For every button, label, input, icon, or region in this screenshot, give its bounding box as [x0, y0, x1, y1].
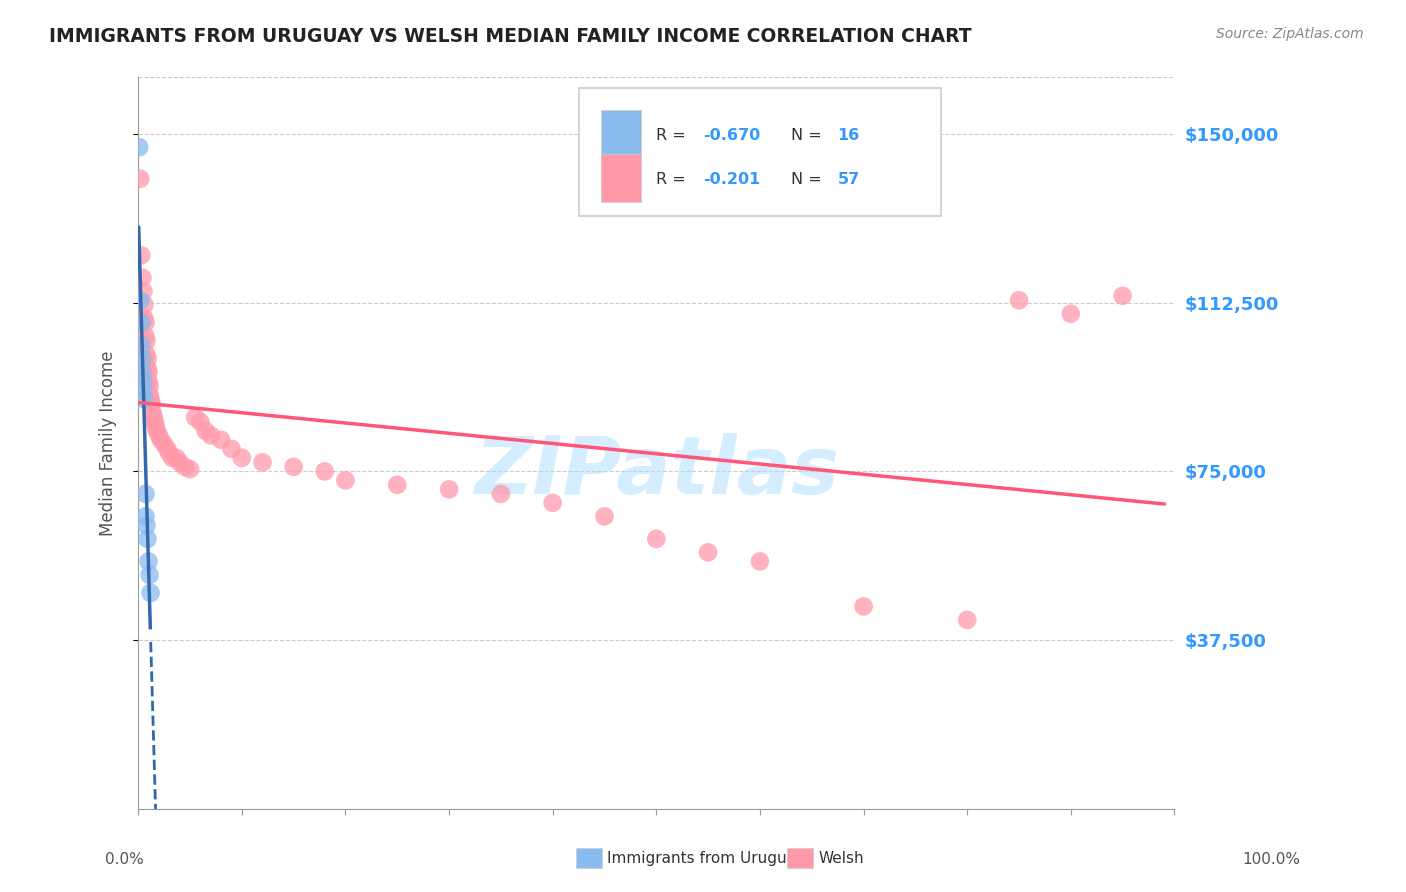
Text: R =: R = [657, 128, 692, 144]
Text: 100.0%: 100.0% [1243, 852, 1301, 867]
Point [129, 293, 152, 308]
Point [541, 496, 564, 510]
Point [146, 424, 169, 438]
Point [169, 455, 191, 469]
Text: Immigrants from Uruguay: Immigrants from Uruguay [607, 851, 806, 865]
Point [179, 462, 201, 476]
Point [157, 446, 180, 460]
Text: R =: R = [657, 172, 692, 187]
Point [138, 388, 160, 402]
Point [852, 599, 875, 614]
Point [150, 433, 173, 447]
Point [141, 397, 163, 411]
Text: -0.670: -0.670 [703, 128, 761, 144]
Text: -0.201: -0.201 [703, 172, 761, 187]
Y-axis label: Median Family Income: Median Family Income [100, 351, 117, 536]
Point [231, 450, 253, 465]
Point [335, 474, 357, 488]
Point [134, 509, 156, 524]
Point [142, 410, 165, 425]
Point [143, 415, 166, 429]
Text: N =: N = [792, 172, 827, 187]
Point [194, 424, 217, 438]
Text: 0.0%: 0.0% [105, 852, 145, 867]
Point [387, 478, 409, 492]
FancyBboxPatch shape [579, 88, 941, 217]
Point [184, 410, 207, 425]
Point [138, 554, 160, 568]
Point [132, 285, 155, 299]
Point [138, 365, 160, 379]
Point [1008, 293, 1031, 308]
Point [135, 518, 157, 533]
Point [128, 140, 150, 154]
Point [138, 568, 160, 582]
Point [190, 415, 212, 429]
Point [221, 442, 243, 456]
Text: 57: 57 [838, 172, 860, 187]
Point [173, 459, 195, 474]
Point [134, 311, 156, 326]
Point [748, 554, 770, 568]
Point [593, 509, 616, 524]
Point [1111, 289, 1133, 303]
Point [136, 351, 159, 366]
Point [138, 374, 160, 388]
Point [162, 450, 184, 465]
Point [131, 270, 153, 285]
Point [129, 338, 152, 352]
Point [156, 442, 179, 456]
Point [145, 419, 167, 434]
Point [437, 483, 460, 497]
Bar [602, 111, 641, 158]
Point [134, 316, 156, 330]
Point [139, 392, 162, 407]
Point [283, 459, 305, 474]
Point [139, 586, 162, 600]
Point [153, 437, 176, 451]
Point [209, 433, 232, 447]
Point [134, 298, 156, 312]
Point [645, 532, 668, 546]
Point [148, 428, 170, 442]
Text: Source: ZipAtlas.com: Source: ZipAtlas.com [1216, 27, 1364, 41]
Point [1060, 307, 1083, 321]
Point [129, 171, 152, 186]
Point [489, 487, 512, 501]
Point [131, 365, 153, 379]
Point [166, 450, 188, 465]
Bar [602, 154, 641, 202]
Point [132, 384, 155, 398]
Point [200, 428, 222, 442]
Point [956, 613, 979, 627]
Text: IMMIGRANTS FROM URUGUAY VS WELSH MEDIAN FAMILY INCOME CORRELATION CHART: IMMIGRANTS FROM URUGUAY VS WELSH MEDIAN … [49, 27, 972, 45]
Point [134, 392, 156, 407]
Point [134, 487, 156, 501]
Point [131, 351, 153, 366]
Text: 16: 16 [838, 128, 860, 144]
Text: ZIPatlas: ZIPatlas [474, 434, 839, 511]
Point [136, 532, 159, 546]
Text: Welsh: Welsh [818, 851, 863, 865]
Point [136, 360, 159, 375]
Point [135, 347, 157, 361]
Text: N =: N = [792, 128, 827, 144]
Point [697, 545, 720, 559]
Point [135, 334, 157, 348]
Point [134, 329, 156, 343]
Point [142, 406, 165, 420]
Point [129, 248, 152, 262]
Point [138, 379, 160, 393]
Point [252, 455, 274, 469]
Point [129, 316, 152, 330]
Point [132, 374, 155, 388]
Point [314, 464, 336, 478]
